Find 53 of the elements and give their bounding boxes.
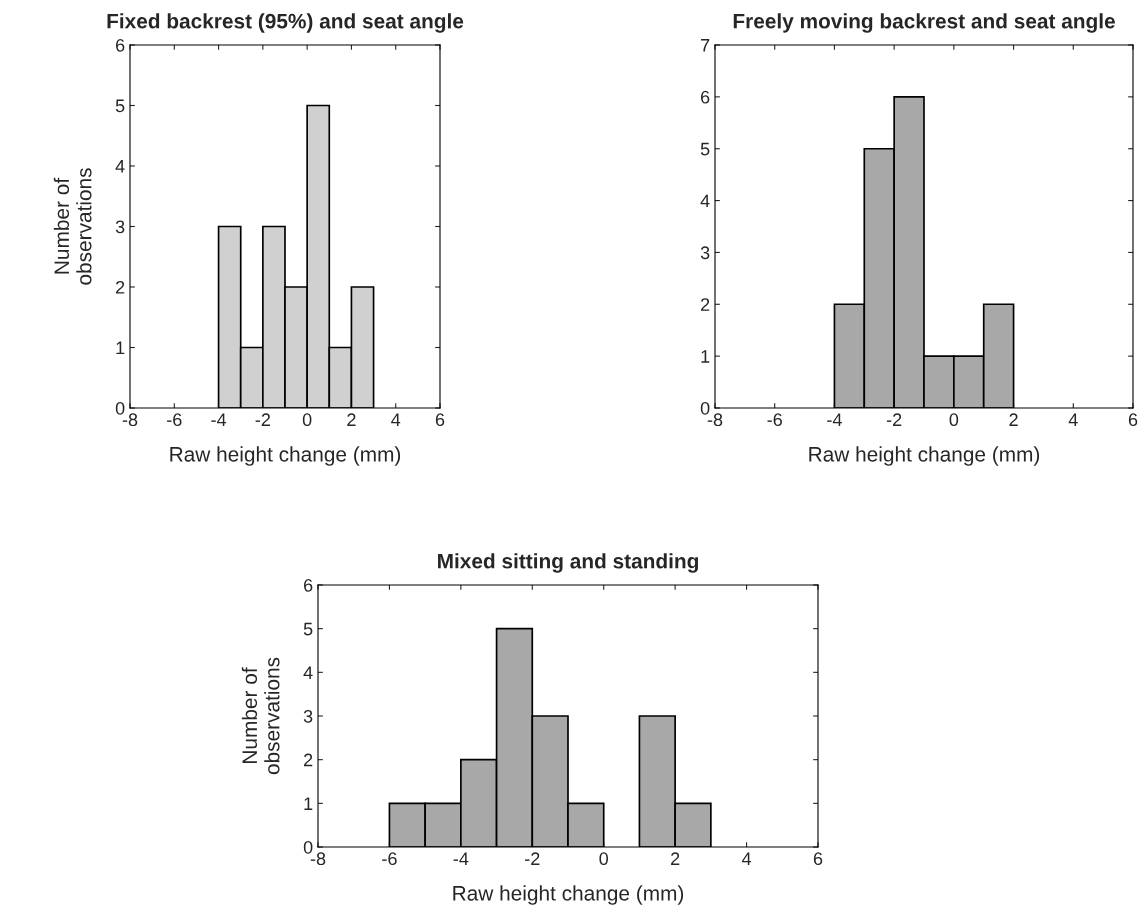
x-tick-label: 2	[671, 852, 680, 865]
y-tick-label: 5	[700, 142, 710, 156]
x-tick-label: -4	[453, 852, 469, 865]
x-tick-label: 4	[741, 852, 752, 865]
y-tick-label: 0	[303, 840, 313, 854]
y-tick-label: 0	[115, 401, 125, 415]
x-axis-title: Raw height change (mm)	[809, 446, 1040, 466]
x-tick-label: 0	[949, 413, 959, 427]
y-tick-label: 2	[304, 753, 313, 767]
y-tick-label: 2	[701, 298, 710, 311]
y-tick-label: 3	[303, 709, 313, 723]
chart-title: Freely moving backrest and seat angle	[733, 13, 1115, 33]
y-tick-label: 0	[700, 401, 710, 415]
y-tick-label: 5	[115, 99, 125, 113]
x-tick-label: -4	[827, 413, 842, 426]
x-axis-title: Raw height change (mm)	[170, 446, 401, 466]
y-tick-label: 6	[116, 38, 125, 52]
chart-title: Mixed sitting and standing	[438, 553, 698, 573]
x-axis-title: Raw height change (mm)	[453, 885, 684, 905]
y-tick-label: 1	[116, 341, 125, 355]
x-tick-label: 4	[1068, 413, 1078, 426]
x-tick-label: 0	[599, 852, 609, 866]
chart-title: Fixed backrest (95%) and seat angle	[107, 13, 464, 33]
y-tick-label: 3	[700, 246, 710, 260]
y-tick-label: 4	[115, 160, 125, 173]
x-tick-label: -6	[767, 413, 782, 427]
y-tick-label: 1	[701, 350, 710, 363]
x-tick-label: 2	[347, 413, 356, 426]
y-axis-title: Number of observations	[53, 168, 92, 285]
x-tick-label: -8	[310, 852, 326, 866]
y-tick-label: 4	[303, 666, 313, 679]
x-tick-label: -8	[122, 413, 138, 427]
x-tick-label: 6	[435, 413, 445, 427]
x-tick-label: -6	[167, 413, 182, 427]
x-tick-label: -8	[707, 413, 723, 427]
x-tick-label: 6	[813, 852, 823, 866]
y-tick-label: 6	[701, 90, 710, 104]
y-tick-label: 3	[115, 220, 125, 234]
x-tick-label: -6	[382, 852, 397, 866]
y-tick-label: 7	[701, 39, 710, 52]
x-tick-label: 4	[391, 413, 401, 426]
y-axis-title: Number of observations	[241, 657, 280, 775]
x-tick-label: -4	[211, 413, 227, 426]
x-tick-label: -2	[886, 413, 902, 426]
y-tick-label: 2	[116, 280, 125, 294]
x-tick-label: -2	[525, 852, 540, 865]
x-tick-label: -2	[255, 413, 270, 426]
y-tick-label: 5	[303, 622, 313, 636]
x-tick-label: 2	[1009, 413, 1018, 426]
y-tick-label: 4	[700, 194, 710, 208]
x-tick-label: 6	[1128, 413, 1138, 427]
y-tick-label: 6	[304, 578, 313, 592]
y-tick-label: 1	[304, 797, 313, 810]
